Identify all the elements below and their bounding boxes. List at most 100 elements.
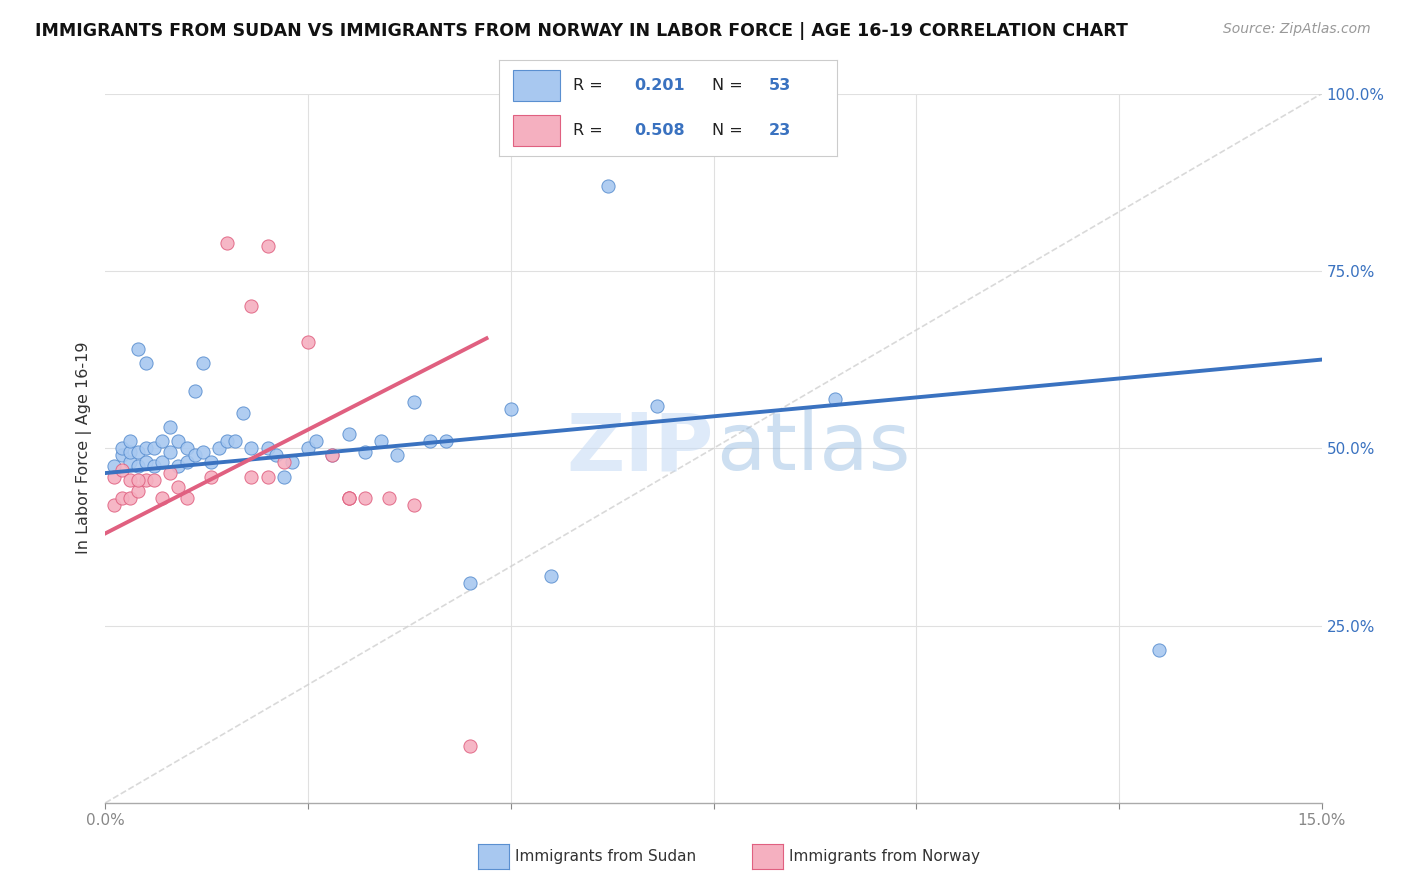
Point <box>200 455 222 469</box>
Point <box>824 392 846 406</box>
Point <box>378 491 401 505</box>
Point <box>337 427 360 442</box>
Point <box>402 498 425 512</box>
Point <box>217 434 239 449</box>
Text: 0.201: 0.201 <box>634 78 685 94</box>
Point <box>150 434 173 449</box>
Point <box>273 455 295 469</box>
Y-axis label: In Labor Force | Age 16-19: In Labor Force | Age 16-19 <box>76 342 93 555</box>
Point <box>167 458 190 473</box>
FancyBboxPatch shape <box>513 115 560 145</box>
Point <box>540 569 562 583</box>
Point <box>183 448 205 462</box>
Point <box>240 300 263 314</box>
Point <box>167 480 190 494</box>
Point <box>1149 643 1171 657</box>
Point <box>143 473 166 487</box>
Point <box>321 448 343 462</box>
Point <box>127 458 149 473</box>
Point <box>118 473 141 487</box>
Point <box>176 442 198 456</box>
Point <box>232 406 254 420</box>
Point <box>256 239 278 253</box>
Point <box>103 498 125 512</box>
Point <box>337 491 360 505</box>
Point <box>127 483 149 498</box>
Text: R =: R = <box>574 78 609 94</box>
Text: Immigrants from Sudan: Immigrants from Sudan <box>515 849 696 863</box>
Text: 0.508: 0.508 <box>634 122 685 137</box>
Point <box>183 384 205 399</box>
Point <box>297 442 319 456</box>
Point <box>176 491 198 505</box>
Point <box>217 235 239 250</box>
Point <box>200 469 222 483</box>
Point <box>135 442 157 456</box>
Text: 53: 53 <box>769 78 792 94</box>
Point <box>127 444 149 458</box>
Point <box>256 469 278 483</box>
Point <box>103 469 125 483</box>
Point <box>127 342 149 356</box>
Point <box>111 448 134 462</box>
Point <box>240 442 263 456</box>
Point <box>111 491 134 505</box>
Point <box>645 399 668 413</box>
Point <box>458 739 481 753</box>
Point <box>167 434 190 449</box>
Point <box>354 444 377 458</box>
Point <box>273 469 295 483</box>
Point <box>321 448 343 462</box>
Point <box>135 356 157 370</box>
Point <box>159 466 181 480</box>
Point <box>191 444 214 458</box>
Point <box>118 434 141 449</box>
Text: atlas: atlas <box>716 409 910 487</box>
Point <box>240 469 263 483</box>
Text: Immigrants from Norway: Immigrants from Norway <box>789 849 980 863</box>
Point <box>118 444 141 458</box>
Text: ZIP: ZIP <box>567 409 713 487</box>
Point <box>103 458 125 473</box>
Point <box>419 434 441 449</box>
Point <box>281 455 304 469</box>
Point <box>499 402 522 417</box>
Point <box>143 458 166 473</box>
Point <box>297 334 319 349</box>
Point <box>127 473 149 487</box>
Point <box>191 356 214 370</box>
Point <box>434 434 457 449</box>
Point <box>598 178 620 193</box>
Point <box>264 448 287 462</box>
Point <box>143 442 166 456</box>
Text: IMMIGRANTS FROM SUDAN VS IMMIGRANTS FROM NORWAY IN LABOR FORCE | AGE 16-19 CORRE: IMMIGRANTS FROM SUDAN VS IMMIGRANTS FROM… <box>35 22 1128 40</box>
Point <box>159 420 181 434</box>
Point <box>135 455 157 469</box>
Point <box>208 442 231 456</box>
Point <box>111 462 134 476</box>
Text: N =: N = <box>711 122 748 137</box>
FancyBboxPatch shape <box>513 70 560 101</box>
Point <box>370 434 392 449</box>
Text: Source: ZipAtlas.com: Source: ZipAtlas.com <box>1223 22 1371 37</box>
Text: N =: N = <box>711 78 748 94</box>
Point <box>337 491 360 505</box>
Point <box>224 434 246 449</box>
Point <box>337 491 360 505</box>
Point <box>150 491 173 505</box>
Point <box>118 455 141 469</box>
Point <box>354 491 377 505</box>
Point <box>458 576 481 591</box>
Point <box>305 434 328 449</box>
Point <box>387 448 409 462</box>
Point <box>176 455 198 469</box>
Point <box>135 473 157 487</box>
Point <box>150 455 173 469</box>
Point <box>118 491 141 505</box>
Point <box>402 395 425 409</box>
Point <box>111 442 134 456</box>
Text: 23: 23 <box>769 122 792 137</box>
Text: R =: R = <box>574 122 609 137</box>
Point <box>159 444 181 458</box>
Point <box>256 442 278 456</box>
